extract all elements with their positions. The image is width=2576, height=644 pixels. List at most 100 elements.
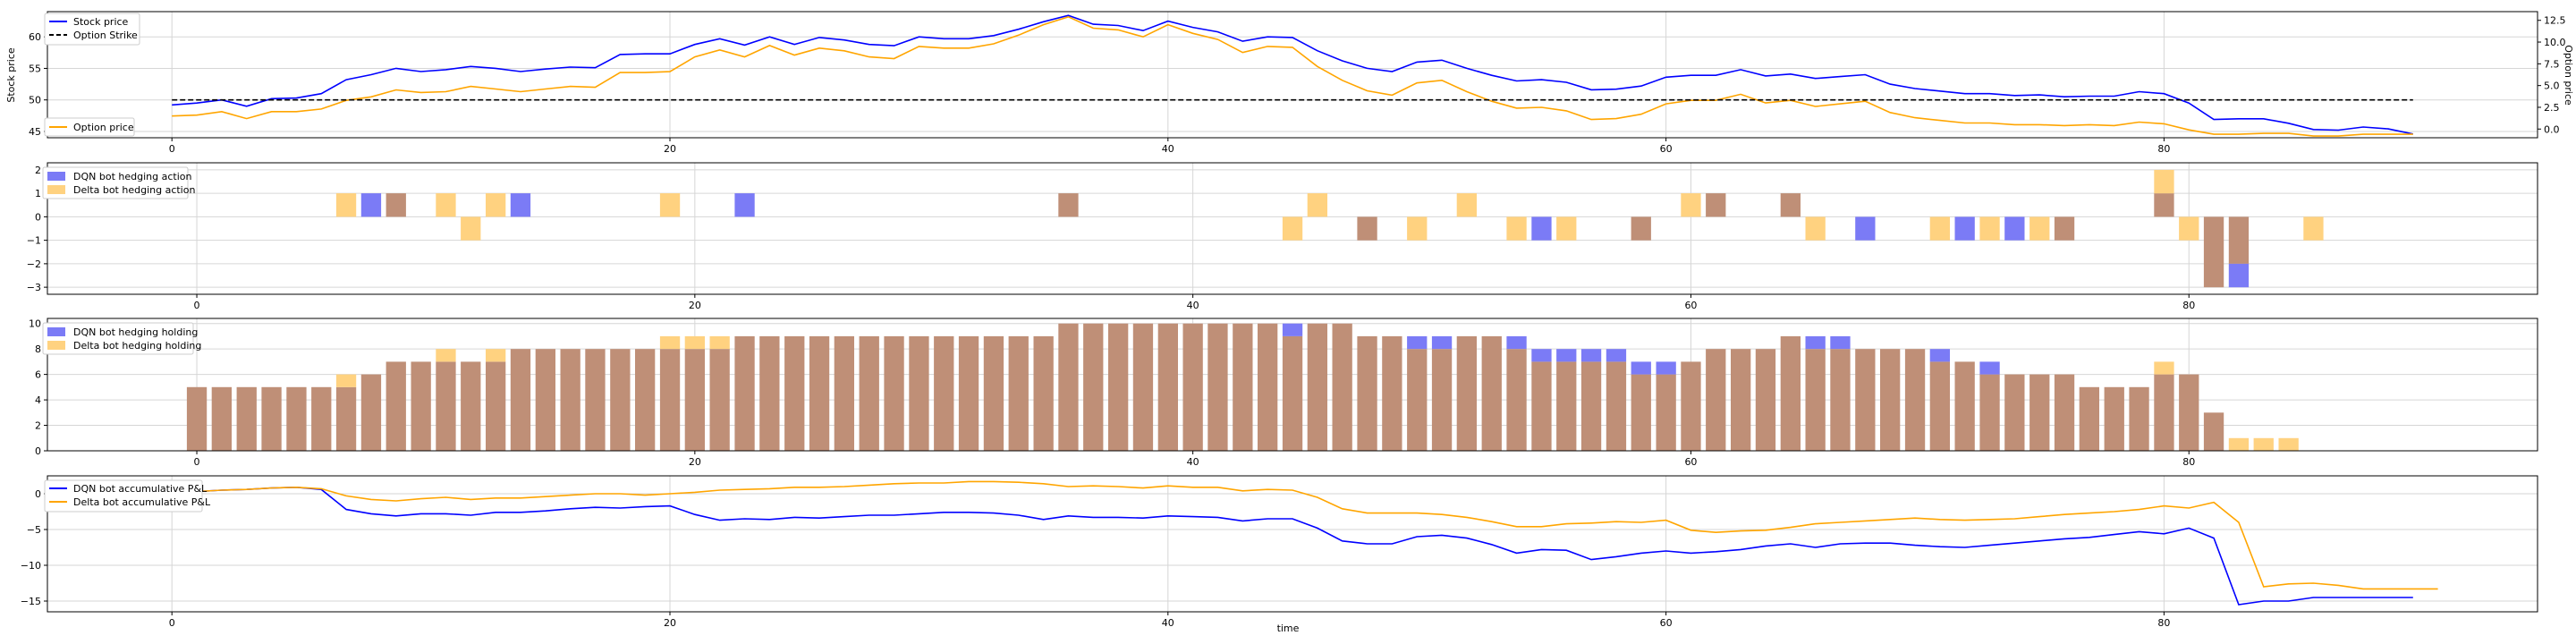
action-x-tick-label: 60 (1684, 300, 1697, 311)
prices-y2-tick-label: 7.5 (2544, 58, 2560, 70)
holding-overlap-bar (311, 386, 332, 451)
prices-y-tick-label: 55 (29, 63, 41, 74)
prices-y-label: Stock price (5, 47, 17, 103)
legend-swatch-delta-holding (47, 341, 65, 350)
holding-dqn-bar (1830, 335, 1851, 350)
prices-y-tick-label: 50 (29, 95, 41, 106)
legend-label-delta-pnl: Delta bot accumulative P&L (73, 496, 211, 508)
dqn-pnl-line (172, 486, 2413, 606)
action-delta-bar (1282, 216, 1303, 241)
prices-legend-lower: Option price (44, 117, 135, 137)
legend-label-dqn-holding: DQN bot hedging holding (73, 326, 198, 338)
panel-pnl: 0 20 40 60 80 −15 −10 −5 0 time DQN bot accumul… (21, 475, 2538, 634)
action-x-tick-label: 80 (2182, 300, 2195, 311)
holding-x-tick-label: 0 (194, 456, 200, 468)
holding-overlap-bar (411, 361, 431, 451)
legend-swatch-delta-action (47, 185, 65, 194)
action-legend: DQN bot hedging action Delta bot hedging… (42, 166, 195, 199)
action-delta-bar (486, 193, 506, 217)
holding-dqn-bar (1805, 335, 1826, 350)
action-delta-bar (2029, 216, 2050, 241)
action-overlap-bar (2154, 193, 2174, 217)
pnl-x-tick-label: 40 (1162, 617, 1174, 629)
prices-legend-upper: Stock price Option Strike (44, 13, 140, 46)
holding-overlap-bar (1033, 335, 1054, 451)
holding-delta-bar (2278, 437, 2299, 451)
prices-y-ticks: 45 50 55 60 (29, 31, 47, 138)
holding-overlap-bar (560, 349, 580, 451)
holding-x-tick-label: 60 (1684, 456, 1697, 468)
action-y-tick-label: 1 (35, 188, 41, 199)
action-dqn-bar (360, 193, 382, 217)
prices-y2-tick-label: 10.0 (2544, 37, 2566, 48)
action-dqn-bar (2228, 263, 2250, 288)
holding-overlap-bar (610, 349, 631, 451)
holding-overlap-bar (1954, 361, 1975, 451)
legend-label-option-price: Option price (73, 122, 134, 133)
holding-overlap-bar (1656, 374, 1676, 451)
holding-overlap-bar (535, 349, 555, 451)
holding-dqn-bar (1506, 335, 1527, 350)
holding-overlap-bar (958, 335, 979, 451)
prices-grid (47, 12, 2538, 138)
action-delta-bar (1456, 193, 1477, 217)
action-axes-frame (47, 162, 2538, 295)
pnl-axes-frame (47, 475, 2538, 613)
holding-overlap-bar (1307, 323, 1327, 451)
holding-overlap-bar (1681, 361, 1701, 451)
holding-delta-bar (2154, 361, 2174, 375)
holding-x-tick-label: 20 (689, 456, 701, 468)
holding-delta-bar (2253, 437, 2274, 451)
action-delta-bar (1929, 216, 1950, 241)
prices-x-tick-label: 20 (664, 143, 676, 155)
pnl-x-tick-label: 60 (1660, 617, 1673, 629)
action-x-ticks: 0 20 40 60 80 (194, 294, 2195, 311)
prices-x-tick-label: 0 (169, 143, 175, 155)
holding-y-tick-label: 8 (35, 343, 41, 355)
holding-overlap-bar (2203, 412, 2224, 451)
action-overlap-bar (2228, 216, 2250, 264)
holding-overlap-bar (1258, 323, 1278, 451)
holding-overlap-bar (1531, 361, 1552, 451)
holding-overlap-bar (486, 361, 506, 451)
action-delta-bar (1407, 216, 1428, 241)
holding-overlap-bar (461, 361, 481, 451)
holding-dqn-bar (1282, 323, 1303, 336)
action-overlap-bar (1058, 193, 1079, 217)
legend-label-option-strike: Option Strike (73, 30, 138, 41)
pnl-x-tick-label: 20 (664, 617, 676, 629)
action-x-tick-label: 40 (1187, 300, 1199, 311)
holding-overlap-bar (1058, 323, 1079, 451)
holding-overlap-bar (2179, 374, 2199, 451)
holding-overlap-bar (1556, 361, 1577, 451)
pnl-y-ticks: −15 −10 −5 0 (21, 488, 47, 607)
holding-overlap-bar (934, 335, 954, 451)
pnl-x-tick-label: 0 (169, 617, 175, 629)
holding-overlap-bar (585, 349, 606, 451)
holding-overlap-bar (1880, 349, 1901, 451)
action-dqn-bar (734, 193, 755, 217)
action-overlap-bar (2203, 216, 2224, 288)
prices-y2-ticks: 0.0 2.5 5.0 7.5 10.0 12.5 (2538, 15, 2566, 135)
action-delta-bar (436, 193, 456, 217)
action-y-tick-label: −3 (27, 282, 41, 293)
action-dqn-bar (1954, 216, 1975, 241)
action-delta-bar (1805, 216, 1826, 241)
holding-overlap-bar (1208, 323, 1228, 451)
holding-overlap-bar (2104, 386, 2124, 451)
stock-price-line (172, 14, 2413, 135)
holding-overlap-bar (859, 335, 879, 451)
legend-swatch-dqn-holding (47, 327, 65, 336)
holding-dqn-bar (1580, 349, 1602, 362)
holding-overlap-bar (659, 349, 681, 451)
action-dqn-bar (2004, 216, 2025, 241)
holding-overlap-bar (1631, 374, 1651, 451)
holding-overlap-bar (2029, 374, 2050, 451)
holding-overlap-bar (1805, 349, 1826, 451)
holding-delta-bar (709, 335, 730, 350)
delta-pnl-line (172, 480, 2438, 590)
holding-overlap-bar (2079, 386, 2099, 451)
holding-x-tick-label: 80 (2182, 456, 2195, 468)
holding-y-tick-label: 10 (29, 318, 41, 330)
